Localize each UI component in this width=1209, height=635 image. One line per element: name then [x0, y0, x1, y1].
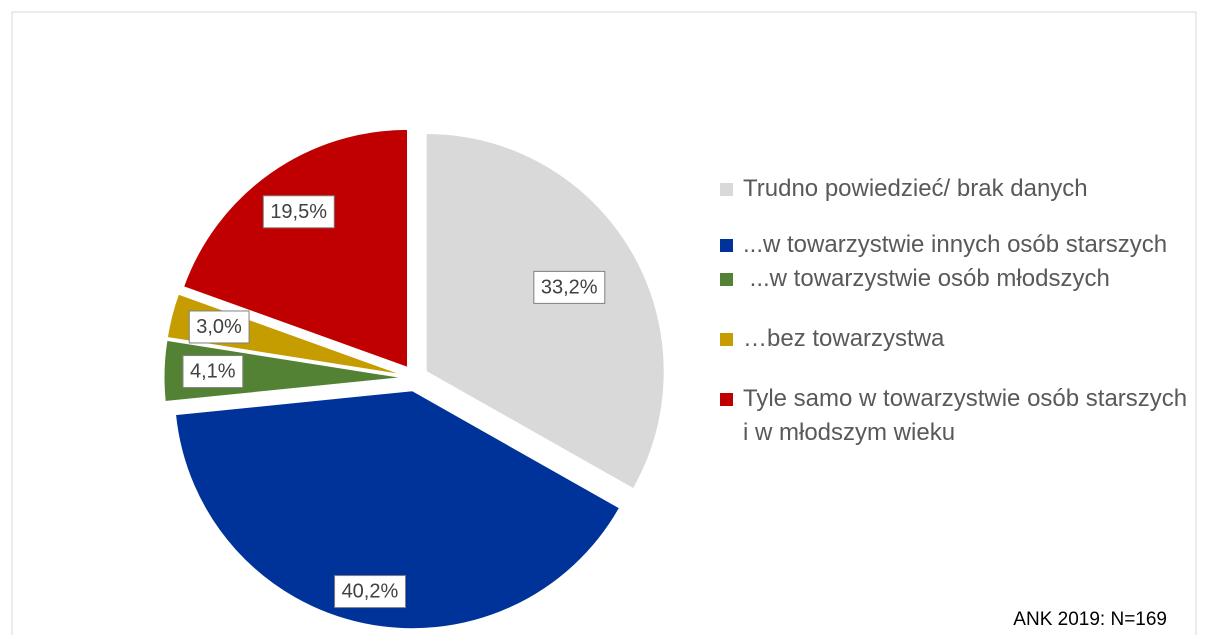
pie-slice: [174, 390, 621, 630]
annotation: ANK 2019: N=169: [1013, 609, 1167, 630]
legend-swatch: [720, 333, 733, 346]
legend-swatch: [720, 393, 733, 406]
data-label-text: 40,2%: [342, 581, 399, 603]
legend-item: ...w towarzystwie osób młodszych: [720, 262, 1190, 296]
data-label-box: [533, 270, 606, 304]
legend-swatch: [720, 183, 733, 196]
data-label: 33,2%: [533, 270, 606, 304]
data-label-box: [262, 195, 335, 229]
legend-label: …bez towarzystwa: [743, 325, 945, 352]
legend-label: Tyle samo w towarzystwie osób starszych …: [743, 385, 1194, 446]
data-label: 19,5%: [262, 195, 335, 229]
legend-item: Trudno powiedzieć/ brak danych: [720, 172, 1190, 206]
legend-swatch: [720, 239, 733, 252]
legend-item: Tyle samo w towarzystwie osób starszych …: [720, 382, 1190, 450]
data-label-box: [334, 575, 406, 609]
frame: [11, 11, 1197, 635]
legend-swatch: [720, 273, 733, 286]
data-label-box: [182, 355, 244, 389]
legend-item: ...w towarzystwie innych osób starszych: [720, 228, 1190, 262]
pie-slice: [182, 128, 409, 369]
data-label-box: [188, 310, 250, 344]
data-label-text: 19,5%: [270, 201, 327, 223]
pie-slice: [425, 132, 665, 490]
legend: Trudno powiedzieć/ brak danych ...w towar…: [720, 172, 1190, 450]
legend-label: Trudno powiedzieć/ brak danych: [743, 175, 1088, 202]
data-label: 3,0%: [188, 310, 250, 344]
legend-item: …bez towarzystwa: [720, 322, 1190, 356]
legend-label: ...w towarzystwie innych osób starszych: [743, 231, 1168, 258]
data-label: 4,1%: [182, 355, 244, 389]
data-label: 40,2%: [334, 575, 406, 609]
data-label-text: 4,1%: [190, 361, 236, 383]
data-label-text: 3,0%: [196, 316, 242, 338]
data-label-text: 33,2%: [541, 276, 598, 298]
legend-label: ...w towarzystwie osób młodszych: [743, 265, 1110, 292]
